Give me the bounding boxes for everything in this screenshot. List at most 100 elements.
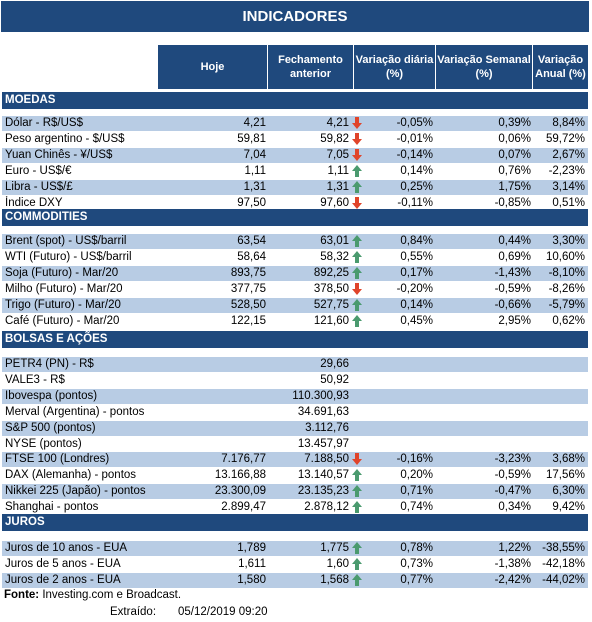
cell-var-diaria: 0,20%: [400, 469, 433, 482]
cell-fechamento: 1,31: [326, 180, 349, 193]
cell-var-diaria: [355, 373, 433, 388]
table-row: Peso argentino - $/US$ 59,81 59,82 -0,01% 0,…: [2, 132, 588, 147]
cell-var-semanal: [439, 357, 531, 372]
cell-var-anual: [535, 373, 585, 388]
cell-fechamento: 58,32: [320, 250, 349, 263]
header-var-anual: Variação Anual (%): [533, 45, 588, 89]
cell-var-diaria: 0,45%: [400, 314, 433, 327]
table-row: PETR4 (PN) - R$ 29,66: [2, 357, 588, 372]
header-var-diaria: Variação diária (%): [354, 45, 435, 89]
cell-fechamento: 1,11: [327, 164, 349, 177]
cell-name: Euro - US$/€: [5, 164, 72, 177]
cell-fechamento: 378,50: [313, 282, 349, 295]
table-row: FTSE 100 (Londres) 7.176,77 7.188,50 -0,16%…: [2, 452, 588, 468]
cell-name: Índice DXY: [5, 196, 63, 209]
table-row: Milho (Futuro) - Mar/20 377,75 378,50 -0,20…: [2, 282, 588, 297]
cell-var-anual: [535, 437, 585, 452]
cell-var-semanal: 1,22%: [498, 542, 531, 554]
cell-var-semanal: [439, 405, 531, 420]
table-row: Libra - US$/£ 1,31 1,31 0,25% 1,75% 3,14%: [2, 179, 588, 195]
cell-hoje: 1,11: [244, 164, 266, 177]
arrow-up-icon: [351, 298, 365, 313]
cell-var-semanal: 2,95%: [498, 314, 531, 327]
cell-name: Juros de 5 anos - EUA: [5, 557, 121, 570]
cell-fechamento: 63,01: [320, 235, 349, 247]
cell-fechamento: 29,66: [320, 358, 349, 370]
cell-var-diaria: -0,05%: [396, 117, 433, 129]
cell-hoje: 1,580: [237, 573, 266, 586]
cell-name: Soja (Futuro) - Mar/20: [5, 266, 119, 279]
arrow-up-icon: [351, 484, 365, 499]
cell-name: Juros de 2 anos - EUA: [5, 573, 121, 586]
cell-fechamento: 4,21: [326, 117, 349, 129]
cell-var-anual: -5,79%: [548, 298, 585, 311]
cell-fechamento: 13.140,57: [297, 469, 349, 482]
cell-hoje: 23.300,09: [214, 485, 266, 498]
table-row: Dólar - R$/US$ 4,21 4,21 -0,05% 0,39% 8,84%: [2, 116, 588, 131]
cell-var-diaria: 0,71%: [400, 485, 433, 498]
extraction-label: Extraído:: [110, 606, 157, 618]
cell-var-anual: -44,02%: [542, 573, 585, 586]
cell-var-diaria: [355, 437, 433, 452]
cell-hoje: 122,15: [230, 314, 266, 327]
cell-hoje: 893,75: [230, 266, 266, 279]
arrow-up-icon: [351, 541, 365, 556]
cell-var-anual: 3,14%: [552, 180, 585, 193]
cell-fechamento: 3.112,76: [305, 421, 349, 434]
cell-hoje: 7.176,77: [221, 453, 266, 466]
arrow-up-icon: [351, 468, 365, 483]
cell-name: DAX (Alemanha) - pontos: [5, 469, 137, 482]
cell-var-anual: -8,10%: [548, 266, 585, 279]
section-header: BOLSAS E AÇÕES: [2, 331, 588, 348]
arrow-up-icon: [351, 557, 365, 572]
cell-fechamento: 23.135,23: [297, 485, 349, 498]
arrow-up-icon: [351, 234, 365, 249]
cell-var-semanal: -1,43%: [494, 266, 531, 279]
cell-var-diaria: 0,73%: [400, 557, 433, 570]
cell-hoje: [160, 373, 266, 388]
cell-var-anual: [535, 389, 585, 404]
cell-name: VALE3 - R$: [5, 373, 65, 386]
cell-var-semanal: -0,59%: [494, 282, 531, 295]
cell-name: PETR4 (PN) - R$: [5, 358, 94, 370]
cell-var-semanal: [439, 389, 531, 404]
cell-var-anual: -42,18%: [542, 557, 585, 570]
source-note: Fonte: Investing.com e Broadcast.: [4, 589, 181, 601]
cell-var-diaria: 0,25%: [400, 180, 433, 193]
cell-var-semanal: 0,69%: [498, 250, 531, 263]
cell-hoje: 2.899,47: [221, 501, 266, 514]
cell-fechamento: 121,60: [313, 314, 349, 327]
cell-var-diaria: [355, 357, 433, 372]
cell-var-semanal: 0,44%: [498, 235, 531, 247]
header-fechamento: Fechamento anterior: [268, 45, 353, 89]
cell-var-diaria: -0,14%: [396, 148, 433, 161]
cell-hoje: [160, 405, 266, 420]
cell-hoje: [160, 389, 266, 404]
cell-hoje: 4,21: [243, 117, 266, 129]
cell-var-semanal: 1,75%: [498, 180, 531, 193]
table-row: Brent (spot) - US$/barril 63,54 63,01 0,84%…: [2, 234, 588, 249]
cell-var-anual: 59,72%: [545, 132, 585, 145]
table-row: Juros de 5 anos - EUA 1,611 1,60 0,73% -1,38…: [2, 557, 588, 572]
cell-var-semanal: [439, 373, 531, 388]
cell-name: WTI (Futuro) - US$/barril: [5, 250, 132, 263]
cell-fechamento: 892,25: [313, 266, 349, 279]
table-row: Café (Futuro) - Mar/20 122,15 121,60 0,45% 2…: [2, 314, 588, 329]
cell-var-anual: 17,56%: [545, 469, 585, 482]
table-row: Euro - US$/€ 1,11 1,11 0,14% 0,76% -2,23%: [2, 164, 588, 179]
cell-var-anual: -38,55%: [542, 542, 585, 554]
cell-hoje: 59,81: [237, 132, 266, 145]
cell-fechamento: 13.457,97: [297, 437, 349, 450]
table-row: Soja (Futuro) - Mar/20 893,75 892,25 0,17% -…: [2, 265, 588, 281]
cell-hoje: [160, 357, 266, 372]
arrow-up-icon: [351, 573, 365, 588]
cell-fechamento: 50,92: [320, 373, 349, 386]
cell-hoje: [160, 421, 266, 436]
table-row: Trigo (Futuro) - Mar/20 528,50 527,75 0,14%…: [2, 297, 588, 313]
cell-var-semanal: -0,59%: [494, 469, 531, 482]
cell-name: S&P 500 (pontos): [5, 421, 96, 434]
cell-name: Libra - US$/£: [5, 180, 73, 193]
cell-hoje: 1,789: [237, 542, 266, 554]
cell-var-diaria: 0,14%: [400, 164, 433, 177]
cell-hoje: 13.166,88: [214, 469, 266, 482]
